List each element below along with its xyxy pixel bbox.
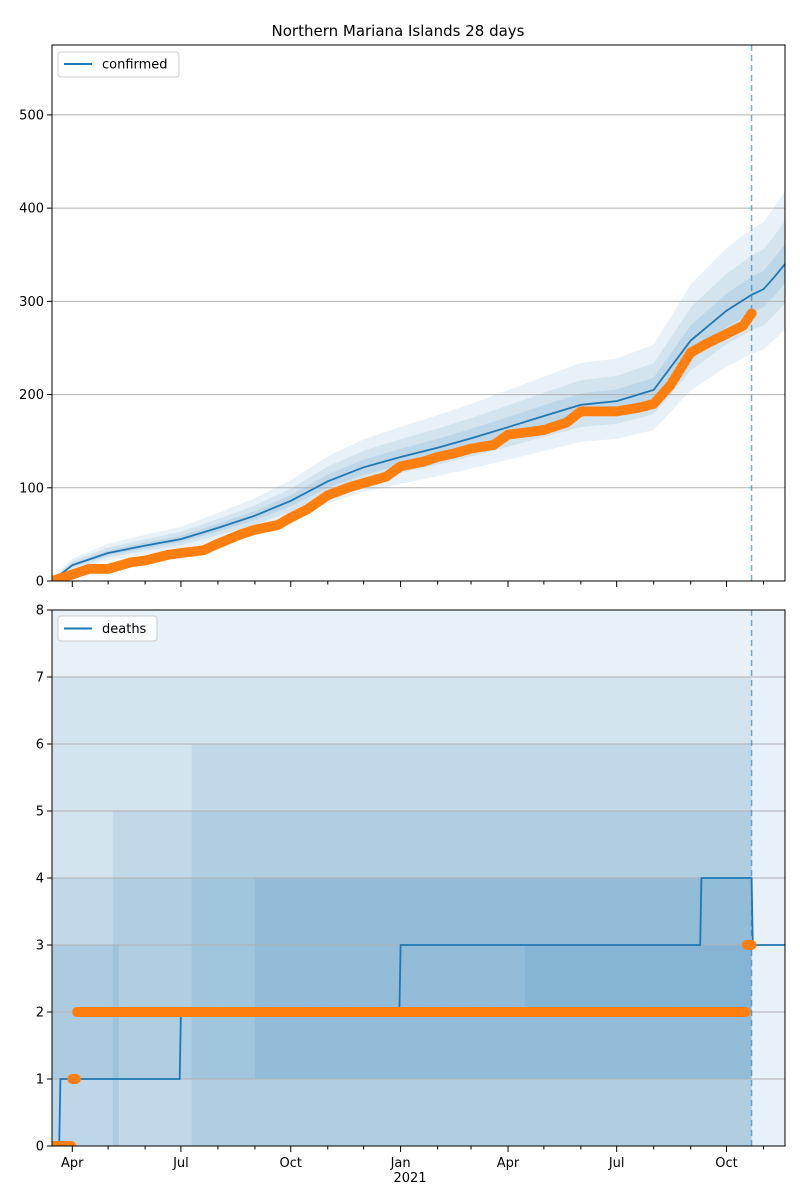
deaths-x-tick-label: Apr [497,1156,520,1171]
deaths-band [52,878,752,1079]
deaths-x-tick-label: Oct [280,1156,302,1171]
deaths-y-tick-label: 3 [36,939,44,954]
confirmed-legend: confirmed [57,51,180,78]
deaths-x-tick-label: Jul [608,1156,625,1171]
deaths-y-tick-label: 7 [36,671,44,686]
deaths-observed-point [740,1007,751,1017]
deaths-band [254,878,752,1079]
deaths-band [112,811,752,1146]
confirmed-y-axis: 0 100 200 300 400 500 [19,108,52,590]
deaths-y-tick-label: 1 [36,1073,44,1088]
deaths-legend-box [57,615,158,642]
confirmed-y-tick-label: 200 [19,388,44,403]
deaths-y-tick-label: 5 [36,805,44,820]
deaths-observed-point [746,940,757,950]
deaths-legend: deaths [57,615,158,642]
deaths-band [52,945,119,1146]
confirmed-y-tick-label: 0 [36,575,44,590]
confirmed-legend-label: confirmed [102,58,168,73]
deaths-y-tick-label: 0 [36,1140,44,1155]
deaths-legend-label: deaths [102,622,147,637]
deaths-model-line [52,877,785,1146]
chart-title: Northern Mariana Islands 28 days [272,22,525,40]
deaths-marks [52,610,785,1146]
confirmed-panel: 0 100 200 300 400 500 confirmed [19,44,786,590]
confirmed-y-tick-label: 100 [19,481,44,496]
x-year-label: 2021 [393,1171,426,1186]
confirmed-band [52,221,785,581]
deaths-y-tick-label: 6 [36,738,44,753]
confirmed-legend-box [57,51,180,78]
confirmed-marks [52,45,785,581]
deaths-y-tick-label: 4 [36,872,44,887]
deaths-x-tick-label: Jul [172,1156,189,1171]
confirmed-y-tick-label: 400 [19,202,44,217]
deaths-band [52,677,752,1146]
deaths-band [524,945,752,1012]
confirmed-axes-frame [51,44,786,582]
deaths-y-tick-label: 2 [36,1006,44,1021]
deaths-x-axis: Apr Jul Oct Jan Apr Jul Oct [61,1146,765,1171]
confirmed-y-tick-label: 500 [19,108,44,123]
deaths-x-tick-label: Jan [390,1156,411,1171]
deaths-observed-point [70,1074,81,1084]
confirmed-band [52,191,785,581]
confirmed-x-axis [71,581,765,587]
deaths-observed-point [66,1141,77,1146]
confirmed-uncertainty-bands [52,191,785,581]
confirmed-observed-point [746,308,757,319]
deaths-panel: 0 1 2 3 4 5 6 7 8 Apr Jul Oct Jan Apr Jul Oct 2021 dea… [36,604,786,1186]
confirmed-band [52,244,785,581]
deaths-x-tick-label: Oct [715,1156,737,1171]
deaths-y-axis: 0 1 2 3 4 5 6 7 8 [36,604,52,1155]
confirmed-model-line [52,294,753,581]
confirmed-forecast-line [751,263,785,296]
confirmed-y-tick-label: 300 [19,295,44,310]
deaths-y-tick-label: 8 [36,604,44,619]
deaths-x-tick-label: Apr [61,1156,84,1171]
